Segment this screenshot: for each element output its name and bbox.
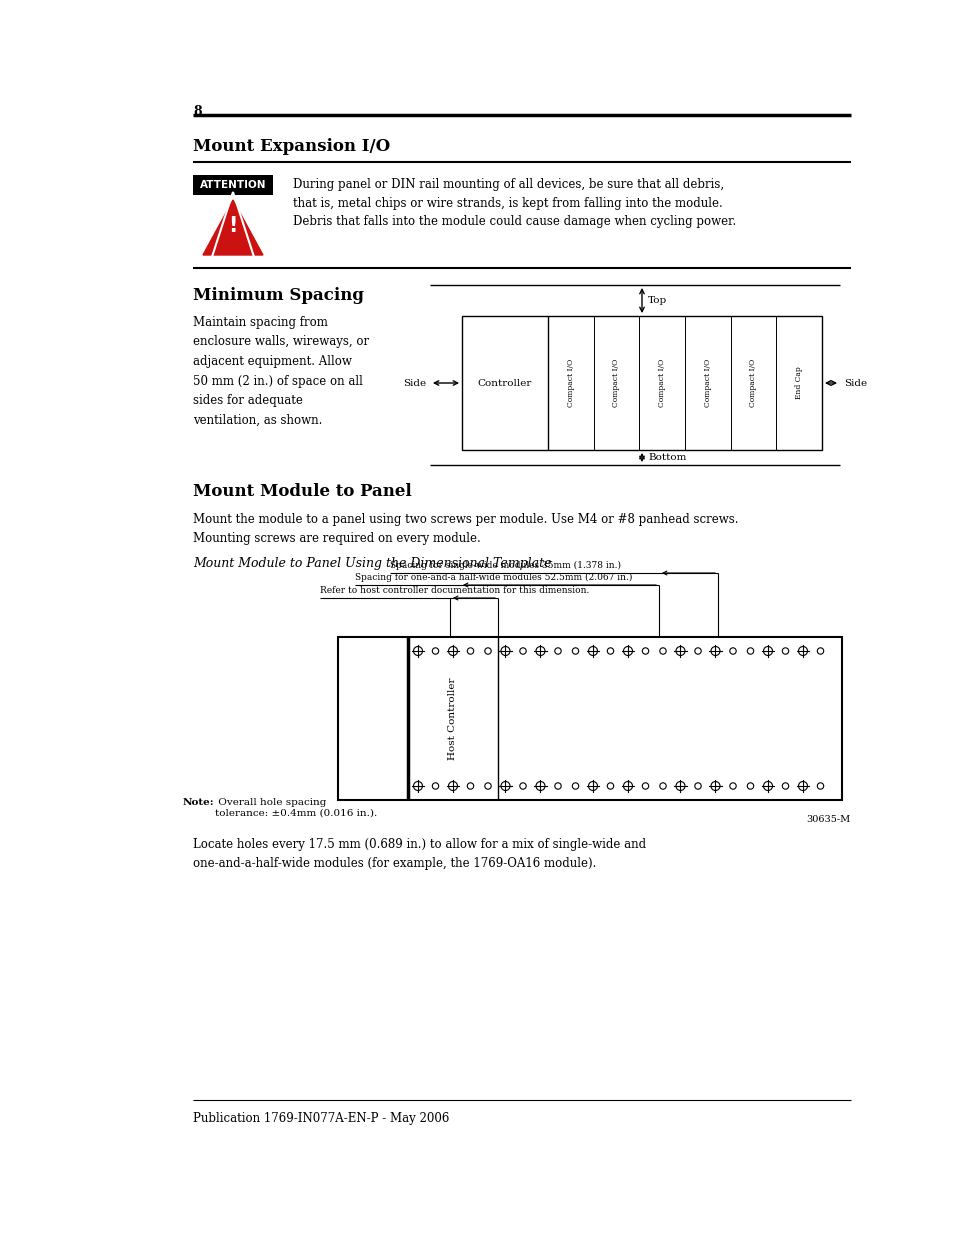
Text: ATTENTION: ATTENTION <box>199 180 266 190</box>
Text: Mount the module to a panel using two screws per module. Use M4 or #8 panhead sc: Mount the module to a panel using two sc… <box>193 513 738 545</box>
Text: Compact I/O: Compact I/O <box>658 359 665 408</box>
Text: Publication 1769-IN077A-EN-P - May 2006: Publication 1769-IN077A-EN-P - May 2006 <box>193 1112 449 1125</box>
Text: Bottom: Bottom <box>647 453 685 462</box>
Text: Note:: Note: <box>183 798 214 806</box>
Bar <box>193 175 273 195</box>
Text: Controller: Controller <box>477 378 532 388</box>
Text: Mount Module to Panel Using the Dimensional Template: Mount Module to Panel Using the Dimensio… <box>193 557 551 571</box>
Text: Compact I/O: Compact I/O <box>612 359 619 408</box>
Text: Compact I/O: Compact I/O <box>703 359 711 408</box>
Text: 8: 8 <box>193 105 201 119</box>
Text: Spacing for one-and-a half-wide modules 52.5mm (2.067 in.): Spacing for one-and-a half-wide modules … <box>355 573 632 582</box>
Text: Maintain spacing from
enclosure walls, wireways, or
adjacent equipment. Allow
50: Maintain spacing from enclosure walls, w… <box>193 316 369 426</box>
Text: !: ! <box>228 215 237 236</box>
Text: Overall hole spacing
tolerance: ±0.4mm (0.016 in.).: Overall hole spacing tolerance: ±0.4mm (… <box>214 798 376 818</box>
Text: 30635-M: 30635-M <box>806 815 850 824</box>
Text: Top: Top <box>647 296 666 305</box>
Text: Compact I/O: Compact I/O <box>566 359 575 408</box>
Text: Minimum Spacing: Minimum Spacing <box>193 287 364 304</box>
Text: End Cap: End Cap <box>795 367 802 399</box>
Text: Side: Side <box>843 378 866 388</box>
Bar <box>337 637 841 800</box>
Text: Mount Module to Panel: Mount Module to Panel <box>193 483 412 500</box>
Bar <box>461 316 821 450</box>
Text: Mount Expansion I/O: Mount Expansion I/O <box>193 138 390 156</box>
Text: Locate holes every 17.5 mm (0.689 in.) to allow for a mix of single-wide and
one: Locate holes every 17.5 mm (0.689 in.) t… <box>193 839 645 869</box>
Text: Spacing for single-wide modules 35mm (1.378 in.): Spacing for single-wide modules 35mm (1.… <box>390 561 620 571</box>
Text: During panel or DIN rail mounting of all devices, be sure that all debris,
that : During panel or DIN rail mounting of all… <box>293 178 736 228</box>
Text: Refer to host controller documentation for this dimension.: Refer to host controller documentation f… <box>319 585 589 595</box>
Text: Compact I/O: Compact I/O <box>749 359 757 408</box>
Text: Host Controller: Host Controller <box>448 677 457 760</box>
Text: Side: Side <box>402 378 426 388</box>
Polygon shape <box>203 200 263 254</box>
